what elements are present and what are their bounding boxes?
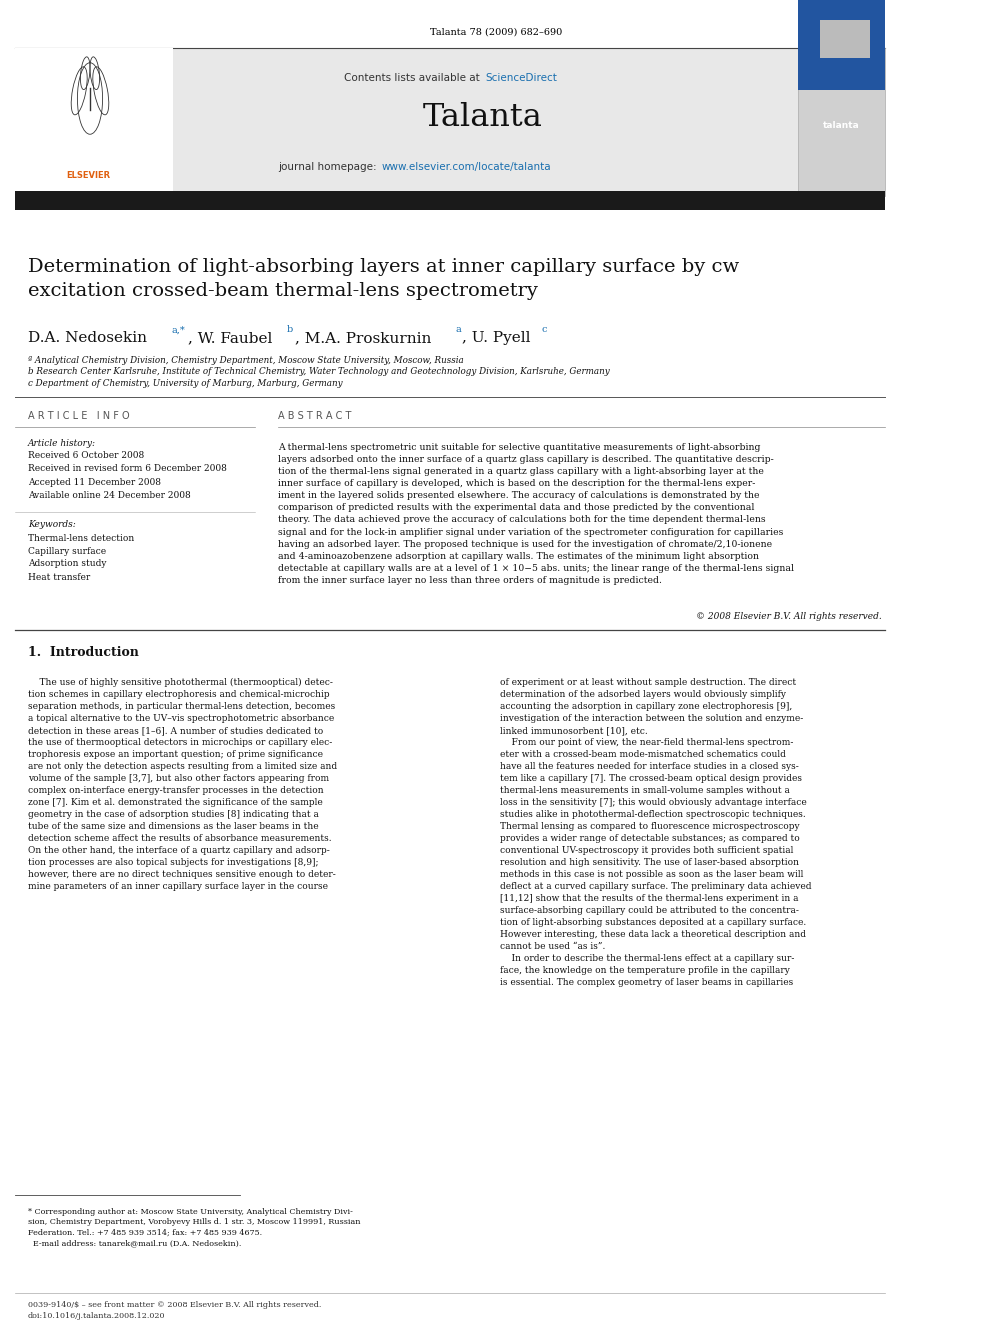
Text: The use of highly sensitive photothermal (thermooptical) detec-
tion schemes in : The use of highly sensitive photothermal… [28, 677, 337, 892]
Text: ScienceDirect: ScienceDirect [485, 73, 557, 83]
Text: Received in revised form 6 December 2008: Received in revised form 6 December 2008 [28, 464, 227, 474]
Text: , W. Faubel: , W. Faubel [188, 331, 273, 345]
Text: Keywords:: Keywords: [28, 520, 75, 529]
Text: ª Analytical Chemistry Division, Chemistry Department, Moscow State University, : ª Analytical Chemistry Division, Chemist… [28, 356, 463, 365]
Text: ELSEVIER: ELSEVIER [65, 171, 110, 180]
Text: A B S T R A C T: A B S T R A C T [278, 411, 351, 421]
Text: talanta: talanta [822, 120, 859, 130]
Text: a,*: a,* [172, 325, 186, 335]
Bar [15, 48, 173, 196]
Text: Thermal-lens detection: Thermal-lens detection [28, 533, 134, 542]
Text: of experiment or at least without sample destruction. The direct
determination o: of experiment or at least without sample… [500, 677, 811, 987]
Text: Available online 24 December 2008: Available online 24 December 2008 [28, 491, 190, 500]
Text: © 2008 Elsevier B.V. All rights reserved.: © 2008 Elsevier B.V. All rights reserved… [696, 613, 882, 622]
Text: Received 6 October 2008: Received 6 October 2008 [28, 451, 144, 460]
Text: Contents lists available at: Contents lists available at [344, 73, 483, 83]
Text: b: b [287, 325, 294, 335]
Bar [820, 20, 870, 58]
Text: , M.A. Proskurnin: , M.A. Proskurnin [295, 331, 432, 345]
Text: b Research Center Karlsruhe, Institute of Technical Chemistry, Water Technology : b Research Center Karlsruhe, Institute o… [28, 368, 610, 377]
Text: Talanta 78 (2009) 682–690: Talanta 78 (2009) 682–690 [430, 28, 562, 37]
Text: * Corresponding author at: Moscow State University, Analytical Chemistry Divi-
s: * Corresponding author at: Moscow State … [28, 1208, 360, 1248]
Text: c Department of Chemistry, University of Marburg, Marburg, Germany: c Department of Chemistry, University of… [28, 380, 342, 389]
Text: 0039-9140/$ – see front matter © 2008 Elsevier B.V. All rights reserved.: 0039-9140/$ – see front matter © 2008 El… [28, 1301, 321, 1308]
Text: A R T I C L E   I N F O: A R T I C L E I N F O [28, 411, 130, 421]
Text: Determination of light-absorbing layers at inner capillary surface by cw
excitat: Determination of light-absorbing layers … [28, 258, 739, 300]
Text: c: c [542, 325, 548, 335]
Text: doi:10.1016/j.talanta.2008.12.020: doi:10.1016/j.talanta.2008.12.020 [28, 1312, 166, 1320]
Text: www.elsevier.com/locate/talanta: www.elsevier.com/locate/talanta [382, 161, 552, 172]
Text: Accepted 11 December 2008: Accepted 11 December 2008 [28, 478, 161, 487]
Text: Article history:: Article history: [28, 438, 96, 447]
Bar [798, 48, 885, 196]
Bar [15, 191, 885, 210]
Bar [15, 48, 885, 196]
Text: Heat transfer: Heat transfer [28, 573, 90, 582]
Text: , U. Pyell: , U. Pyell [462, 331, 531, 345]
Text: Adsorption study: Adsorption study [28, 560, 106, 569]
Text: a: a [455, 325, 460, 335]
Bar [798, 0, 885, 90]
Text: D.A. Nedosekin: D.A. Nedosekin [28, 331, 147, 345]
Text: A thermal-lens spectrometric unit suitable for selective quantitative measuremen: A thermal-lens spectrometric unit suitab… [278, 443, 795, 585]
Text: Capillary surface: Capillary surface [28, 546, 106, 556]
Text: journal homepage:: journal homepage: [278, 161, 380, 172]
Text: Talanta: Talanta [423, 102, 543, 134]
Text: 1.  Introduction: 1. Introduction [28, 647, 139, 659]
